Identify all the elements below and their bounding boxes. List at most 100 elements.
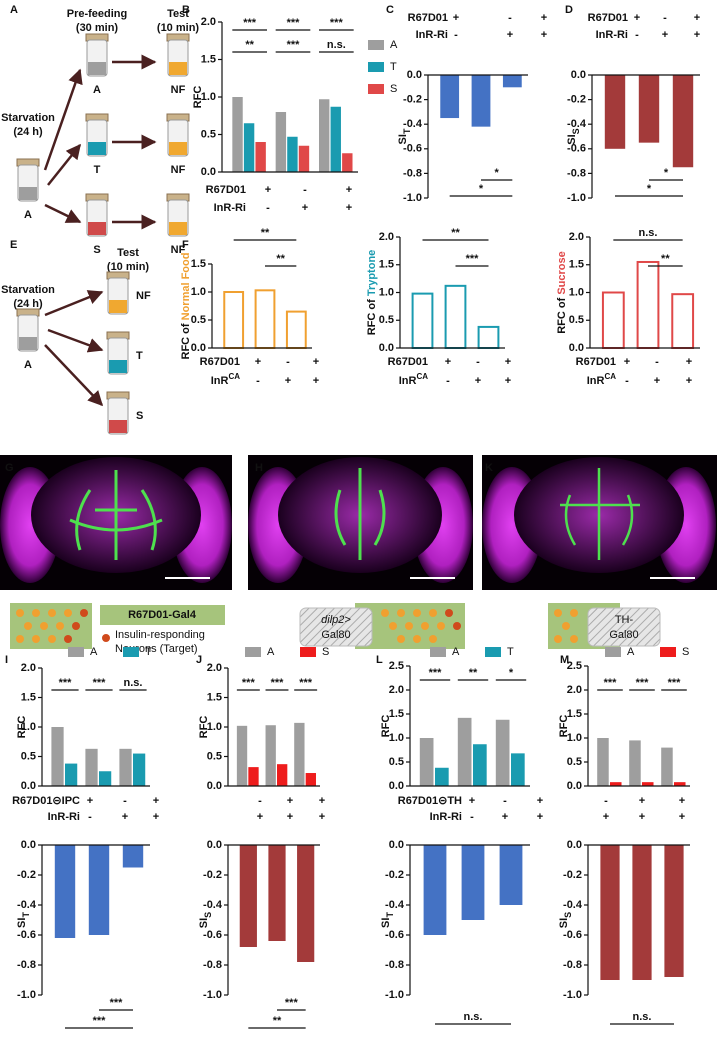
diagram-text: (10 min) — [107, 261, 150, 273]
legend-swatch — [485, 647, 501, 657]
vial-food — [88, 142, 106, 155]
significance-label: *** — [604, 677, 618, 689]
bar — [285, 310, 307, 350]
vial-food — [19, 337, 37, 350]
y-tick-label: 1.5 — [569, 259, 584, 271]
vial-label: A — [93, 84, 101, 96]
brain-image-k — [482, 455, 717, 590]
bar — [268, 845, 286, 941]
y-axis-label-text: SI — [380, 918, 392, 928]
y-tick-label: -0.8 — [563, 959, 582, 971]
condition-value: + — [507, 29, 513, 41]
y-tick-label: -0.6 — [385, 929, 404, 941]
bar — [236, 725, 248, 786]
bar — [435, 767, 449, 786]
condition-value: - — [286, 356, 290, 368]
legend-swatch — [368, 84, 384, 94]
condition-value: + — [313, 356, 319, 368]
y-tick-label: -0.8 — [17, 959, 36, 971]
condition-label: InR-Ri — [596, 29, 628, 41]
condition-value: + — [122, 811, 128, 823]
condition-value: - — [663, 12, 667, 24]
vial-food — [169, 62, 187, 75]
significance-label: *** — [93, 1015, 107, 1027]
condition-value: + — [346, 184, 352, 196]
significance-label: *** — [59, 677, 73, 689]
condition-value: + — [319, 795, 325, 807]
y-tick-label: -0.4 — [385, 899, 405, 911]
bar — [597, 738, 609, 786]
bar — [495, 719, 510, 786]
bar — [642, 782, 654, 786]
schematic-label: Gal80 — [609, 629, 638, 641]
significance-label: *** — [287, 17, 301, 29]
significance-label: ** — [469, 667, 478, 679]
condition-label: R67D01 — [200, 356, 240, 368]
y-axis-label-sub: T — [402, 128, 412, 134]
y-tick-label: -0.6 — [17, 929, 36, 941]
y-tick-label: -0.8 — [385, 959, 404, 971]
y-tick-label: -0.2 — [385, 869, 404, 881]
condition-label-text: R67D01 — [206, 184, 246, 196]
legend-swatch — [660, 647, 676, 657]
bar — [243, 123, 255, 172]
panel-label: I — [5, 654, 8, 666]
y-tick-label: 0.5 — [21, 750, 36, 762]
bar — [502, 75, 522, 88]
vial-food — [109, 360, 127, 373]
y-tick-label: 1.0 — [379, 286, 394, 298]
significance-label: ** — [245, 39, 254, 51]
y-tick-label: 1.0 — [567, 732, 582, 744]
condition-value: - — [625, 375, 629, 387]
condition-value: + — [153, 795, 159, 807]
bar — [319, 99, 330, 172]
y-tick-label: 1.5 — [567, 708, 582, 720]
bar — [85, 748, 98, 786]
bar — [239, 845, 257, 947]
bar — [255, 142, 266, 172]
y-tick-label: 0.0 — [191, 342, 206, 354]
condition-value: + — [686, 375, 692, 387]
bar — [511, 753, 525, 786]
y-tick-label: -1.0 — [385, 989, 404, 1001]
y-tick-label: 0.0 — [201, 166, 216, 178]
y-tick-label: 2.0 — [567, 684, 582, 696]
condition-value: + — [537, 811, 543, 823]
condition-value: + — [541, 12, 547, 24]
condition-label-text: InR-Ri — [430, 811, 462, 823]
panel-label: M — [560, 654, 569, 666]
y-tick-label: -0.6 — [203, 929, 222, 941]
condition-label: R67D01 — [576, 356, 616, 368]
bar — [277, 764, 288, 786]
bar — [671, 293, 695, 350]
y-axis-label-text: SI — [397, 134, 409, 144]
condition-value: + — [313, 375, 319, 387]
vial-label: S — [93, 244, 100, 256]
condition-value: - — [256, 375, 260, 387]
y-axis-label: SIT — [16, 912, 31, 928]
panel-label: K — [485, 462, 493, 474]
condition-label-text: InR — [211, 375, 229, 387]
y-tick-label: -0.2 — [567, 94, 586, 106]
y-tick-label: -1.0 — [563, 989, 582, 1001]
schematic-label: dilp2> — [321, 614, 351, 626]
significance-label: *** — [429, 667, 443, 679]
y-axis-label-text: SI — [16, 918, 28, 928]
significance-label: ** — [261, 227, 270, 239]
y-axis-label: SIS — [566, 128, 581, 144]
bar — [672, 75, 694, 168]
y-axis-label: SIS — [558, 912, 573, 928]
legend-swatch — [368, 62, 384, 72]
bar — [223, 291, 245, 349]
vial-label: A — [24, 209, 32, 221]
condition-label-text: R67D01 — [408, 12, 448, 24]
condition-label-text: R67D01 — [200, 356, 240, 368]
legend-swatch — [123, 647, 139, 657]
y-tick-label: 0.5 — [389, 756, 404, 768]
y-axis-label-text: RFC — [558, 715, 570, 738]
bar — [632, 845, 652, 980]
bar — [65, 763, 78, 786]
bar — [298, 145, 310, 172]
y-axis-label-highlight: Normal Food — [180, 253, 192, 321]
